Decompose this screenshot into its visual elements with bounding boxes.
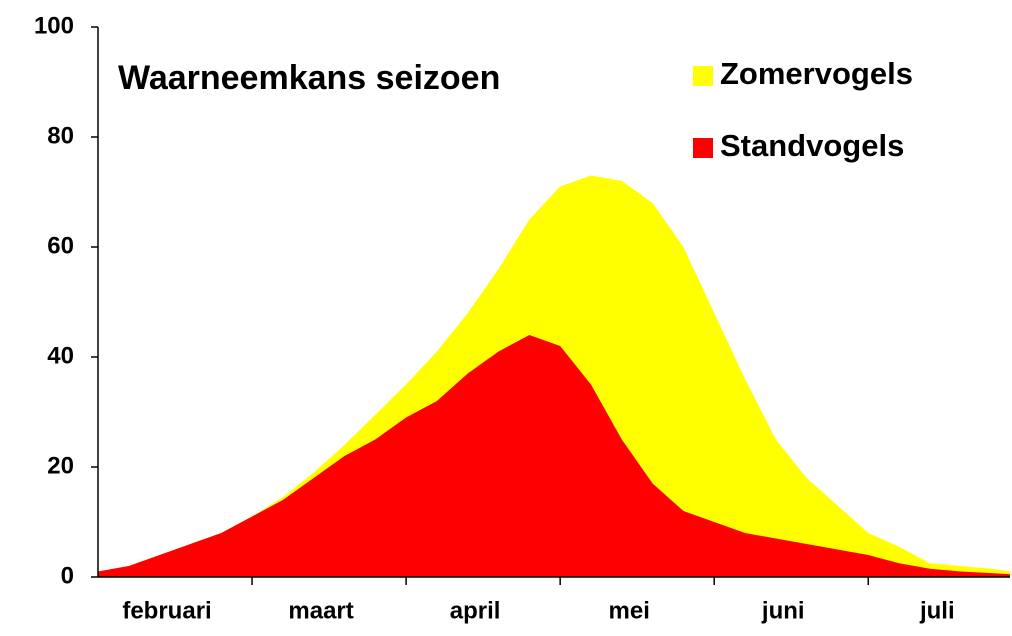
area [98,335,1010,577]
y-tick-label: 100 [34,12,74,39]
y-tick-label: 60 [47,232,74,259]
y-tick-label: 40 [47,342,74,369]
y-tick-label: 80 [47,122,74,149]
x-tick-label: juli [919,597,955,624]
legend-swatch [693,66,713,86]
x-tick-label: februari [122,597,211,624]
y-tick-label: 0 [61,562,74,589]
x-tick-label: maart [288,597,353,624]
y-tick-label: 20 [47,452,74,479]
chart-title: Waarneemkans seizoen [118,59,500,97]
x-tick-label: juni [761,597,805,624]
legend-label: Zomervogels [720,56,913,91]
x-tick-label: april [450,597,501,624]
legend-swatch [693,138,713,158]
legend-label: Standvogels [720,128,904,163]
x-tick-label: mei [609,597,650,624]
